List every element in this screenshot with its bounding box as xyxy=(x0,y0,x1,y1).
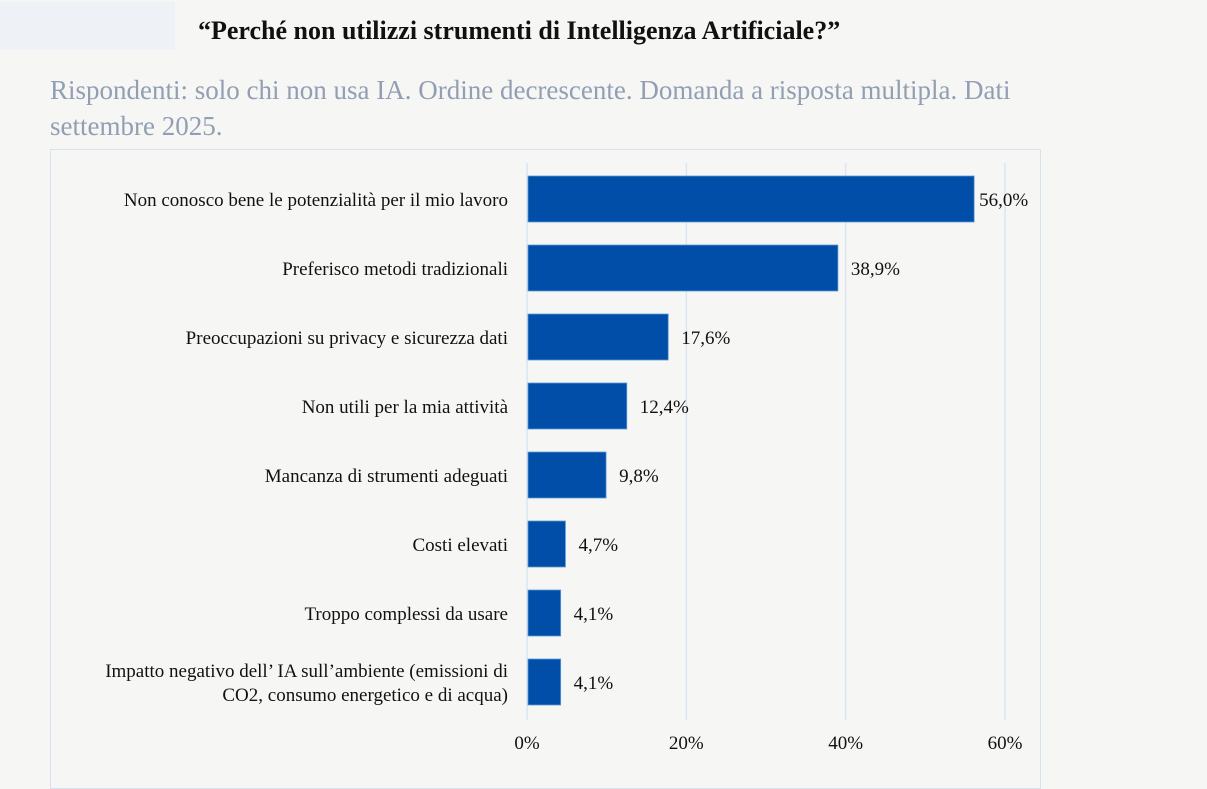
bar xyxy=(527,313,669,361)
chart-title: “Perché non utilizzi strumenti di Intell… xyxy=(198,16,841,45)
data-label: 56,0% xyxy=(979,190,1028,211)
data-label: 38,9% xyxy=(851,259,900,280)
category-label: Preferisco metodi tradizionali xyxy=(282,259,508,280)
bar xyxy=(527,451,607,499)
x-tick-label: 20% xyxy=(669,733,704,754)
data-label: 9,8% xyxy=(619,466,659,487)
category-label: Preoccupazioni su privacy e sicurezza da… xyxy=(186,328,508,349)
category-label: Non utili per la mia attività xyxy=(302,397,509,418)
bar xyxy=(527,175,975,223)
data-label: 4,1% xyxy=(574,604,614,625)
bar xyxy=(527,589,562,637)
chart-subtitle: Rispondenti: solo chi non usa IA. Ordine… xyxy=(50,75,1011,141)
category-label: Costi elevati xyxy=(412,535,508,556)
data-label: 17,6% xyxy=(681,328,730,349)
x-tick-label: 40% xyxy=(828,733,863,754)
bar xyxy=(527,520,566,568)
bar xyxy=(527,658,562,706)
data-label: 4,7% xyxy=(578,535,618,556)
category-label: Impatto negativo dell’ IA sull’ambiente … xyxy=(105,661,508,682)
redacted-logo xyxy=(0,2,175,50)
category-label: CO2, consumo energetico e di acqua) xyxy=(222,685,508,706)
category-label: Troppo complessi da usare xyxy=(304,604,508,625)
data-label: 4,1% xyxy=(574,673,614,694)
x-tick-label: 0% xyxy=(514,733,540,754)
category-label: Mancanza di strumenti adeguati xyxy=(265,466,508,487)
data-label: 12,4% xyxy=(640,397,689,418)
bar xyxy=(527,382,628,430)
bar xyxy=(527,244,839,292)
x-tick-label: 60% xyxy=(988,733,1023,754)
category-label: Non conosco bene le potenzialità per il … xyxy=(124,190,508,211)
